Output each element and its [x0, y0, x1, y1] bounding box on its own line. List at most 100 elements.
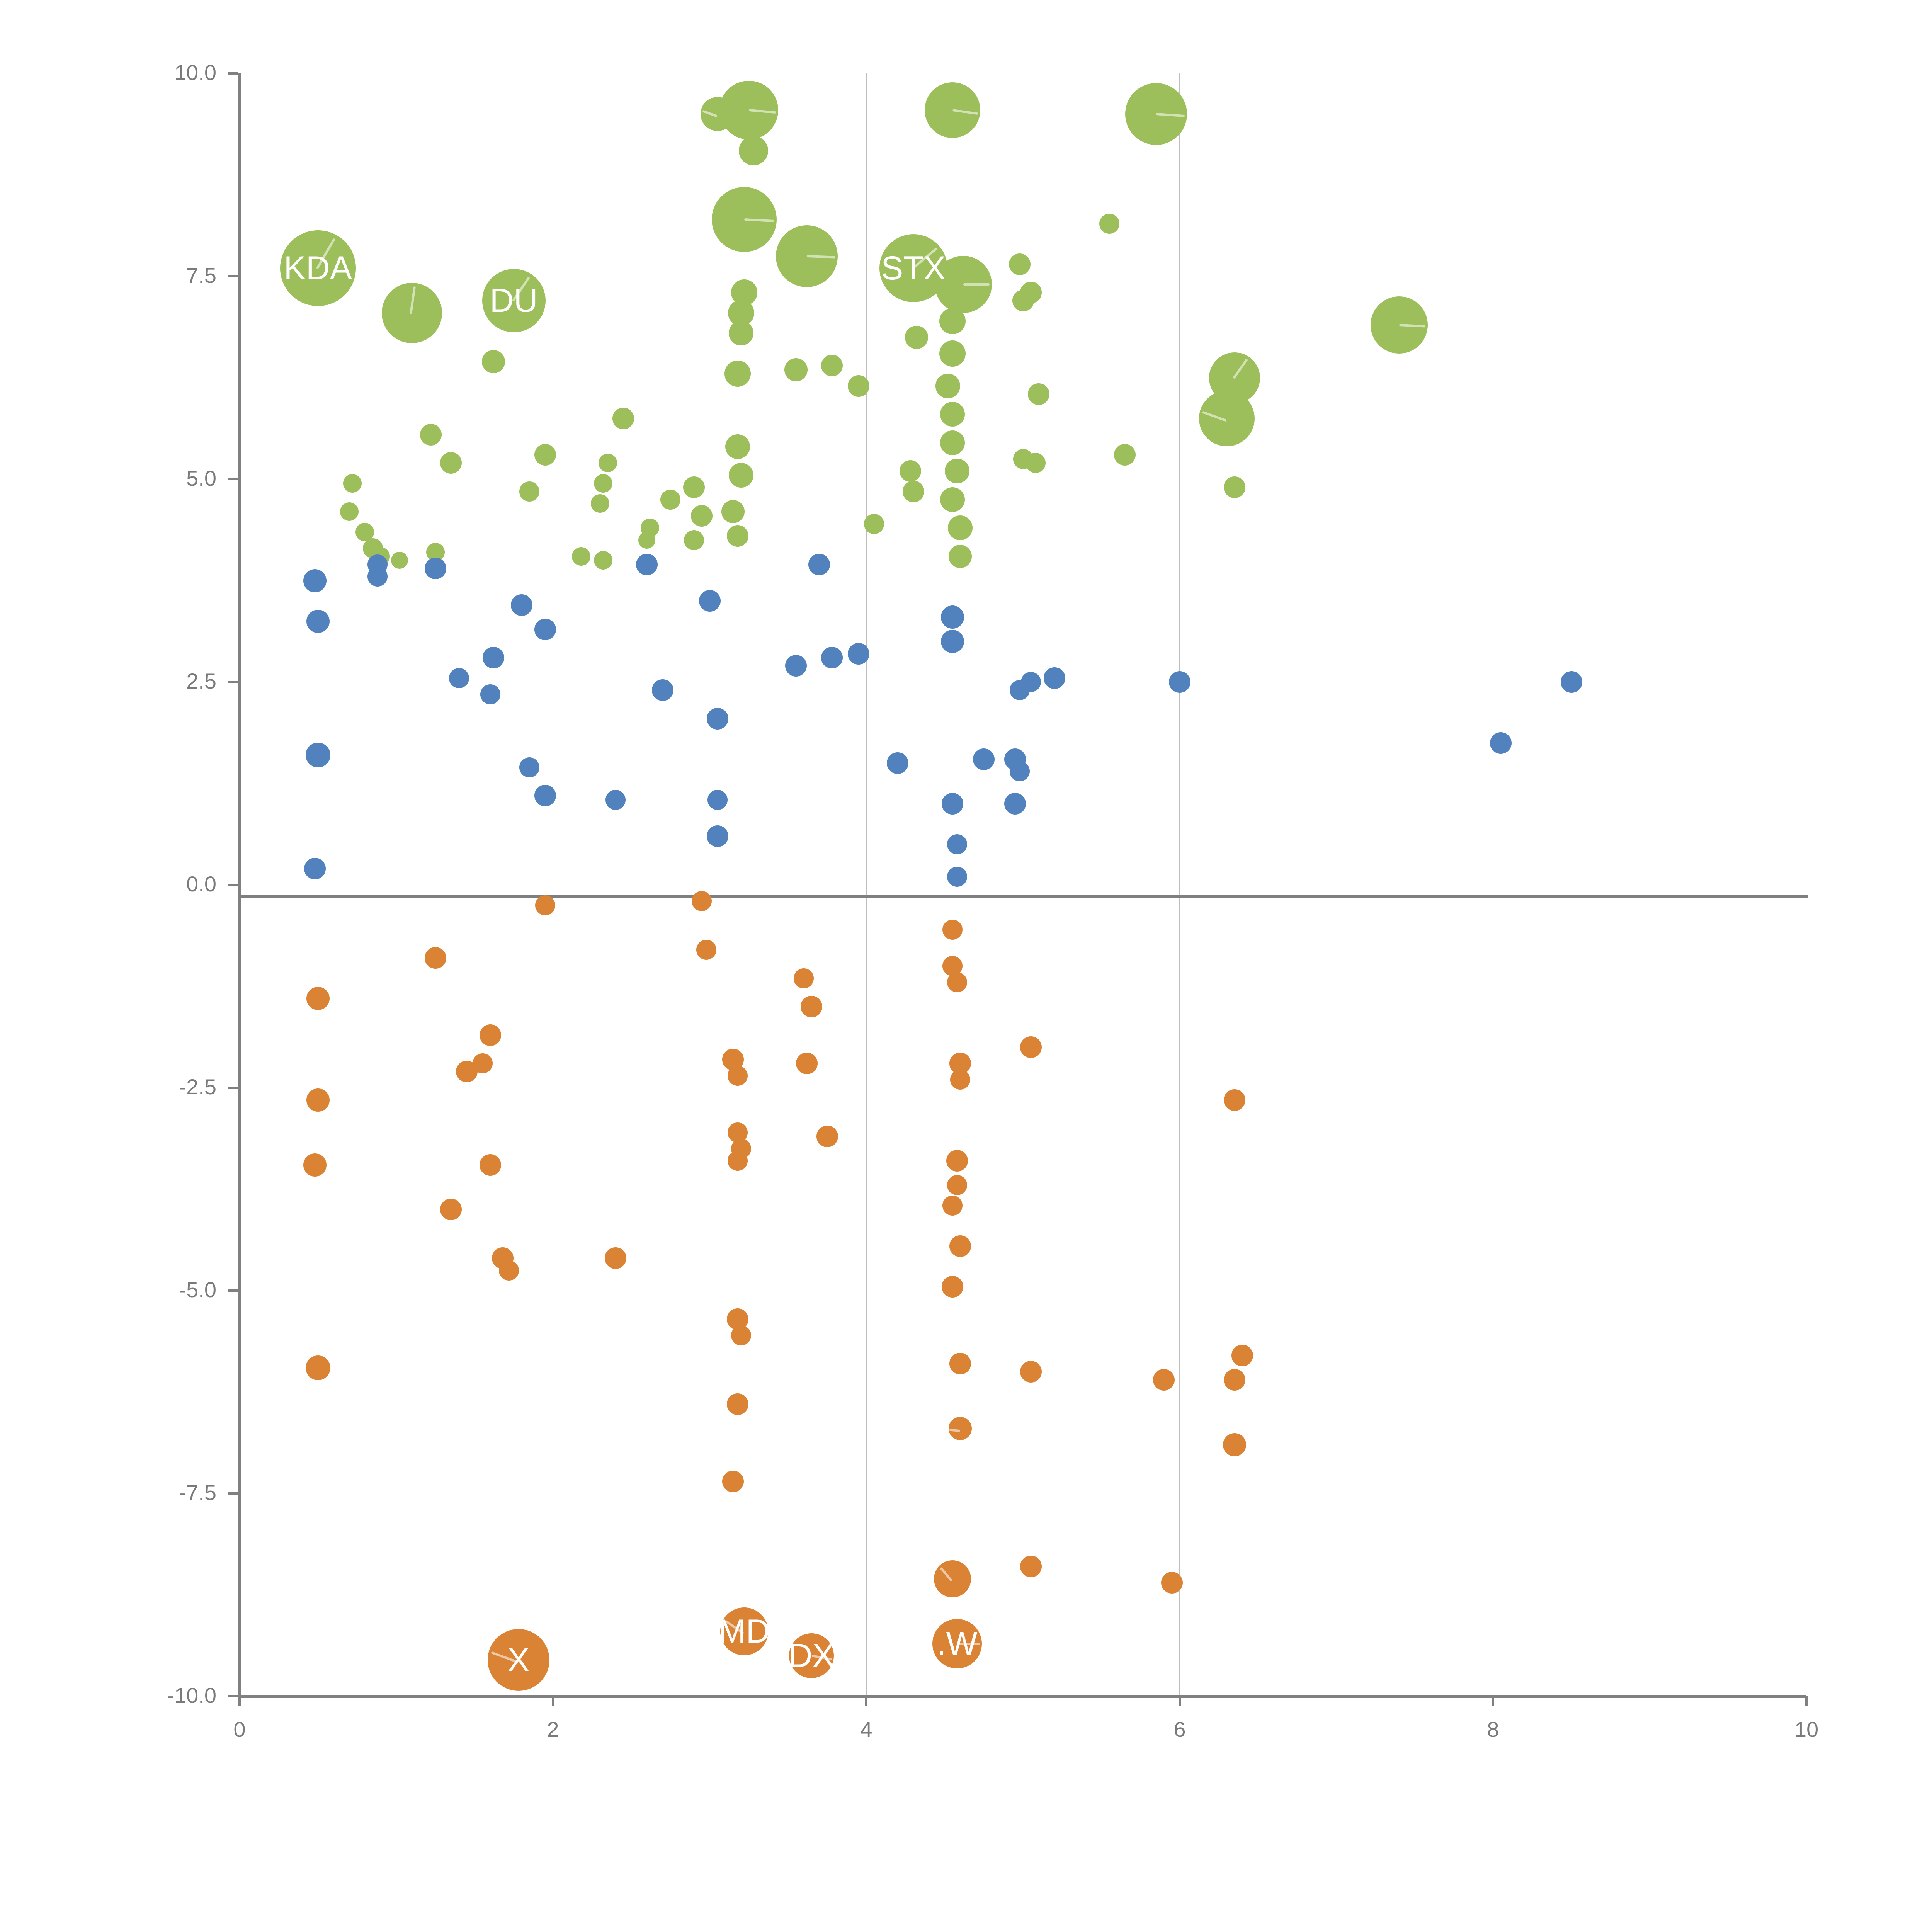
data-point-bubble[interactable]: [1020, 282, 1042, 303]
data-point-bubble[interactable]: [605, 789, 626, 810]
data-point-bubble[interactable]: [696, 940, 717, 960]
data-point-bubble[interactable]: [1020, 1036, 1042, 1058]
data-point-bubble[interactable]: [728, 1151, 748, 1171]
data-point-bubble[interactable]: [902, 480, 924, 502]
data-point-bubble[interactable]: [479, 1154, 501, 1176]
data-point-bubble[interactable]: [776, 225, 838, 287]
data-point-bubble[interactable]: [1153, 1369, 1175, 1391]
data-point-bubble[interactable]: [724, 361, 751, 387]
data-point-bubble[interactable]: [1223, 1089, 1245, 1111]
data-point-bubble[interactable]: [1020, 672, 1041, 692]
data-point-bubble[interactable]: [519, 757, 540, 777]
data-point-bubble[interactable]: [1025, 453, 1046, 473]
data-point-bubble[interactable]: [950, 1070, 971, 1090]
data-point-bubble[interactable]: [947, 867, 968, 887]
data-point-bubble[interactable]: [941, 630, 964, 653]
data-point-bubble[interactable]: [519, 481, 540, 502]
data-point-bubble[interactable]: [945, 459, 970, 483]
data-point-bubble[interactable]: [939, 340, 966, 367]
data-point-bubble[interactable]: [728, 1065, 748, 1086]
data-point-bubble[interactable]: [1223, 1369, 1245, 1391]
data-point-bubble[interactable]: [612, 407, 634, 429]
data-point-bubble[interactable]: [391, 552, 408, 569]
data-point-bubble[interactable]: [789, 1633, 834, 1678]
data-point-bubble[interactable]: [932, 1619, 982, 1668]
data-point-bubble[interactable]: [949, 544, 972, 568]
data-point-bubble[interactable]: [534, 444, 556, 466]
data-point-bubble[interactable]: [1043, 667, 1065, 689]
data-point-bubble[interactable]: [939, 308, 966, 334]
data-point-bubble[interactable]: [605, 1247, 627, 1269]
data-point-bubble[interactable]: [480, 684, 500, 704]
data-point-bubble[interactable]: [683, 476, 705, 498]
data-point-bubble[interactable]: [304, 858, 326, 879]
data-point-bubble[interactable]: [707, 789, 728, 810]
data-point-bubble[interactable]: [946, 1150, 968, 1172]
data-point-bubble[interactable]: [1199, 390, 1255, 446]
data-point-bubble[interactable]: [720, 1607, 768, 1655]
data-point-bubble[interactable]: [340, 502, 359, 521]
data-point-bubble[interactable]: [728, 321, 753, 345]
data-point-bubble[interactable]: [1020, 1361, 1042, 1383]
data-point-bubble[interactable]: [719, 80, 778, 139]
data-point-bubble[interactable]: [1161, 1572, 1183, 1594]
data-point-bubble[interactable]: [905, 325, 928, 349]
data-point-bubble[interactable]: [1560, 671, 1582, 693]
data-point-bubble[interactable]: [305, 1355, 330, 1380]
data-point-bubble[interactable]: [1223, 476, 1245, 498]
data-point-bubble[interactable]: [303, 569, 327, 592]
data-point-bubble[interactable]: [793, 968, 814, 988]
data-point-bubble[interactable]: [424, 947, 446, 969]
data-point-bubble[interactable]: [796, 1053, 818, 1074]
data-point-bubble[interactable]: [821, 355, 843, 376]
data-point-bubble[interactable]: [590, 494, 609, 513]
data-point-bubble[interactable]: [934, 1560, 971, 1597]
data-point-bubble[interactable]: [638, 531, 656, 549]
data-point-bubble[interactable]: [711, 187, 777, 252]
data-point-bubble[interactable]: [594, 474, 612, 493]
data-point-bubble[interactable]: [691, 505, 713, 527]
data-point-bubble[interactable]: [598, 454, 617, 472]
data-point-bubble[interactable]: [722, 1470, 744, 1492]
data-point-bubble[interactable]: [942, 1195, 963, 1216]
data-point-bubble[interactable]: [692, 891, 712, 911]
data-point-bubble[interactable]: [1231, 1345, 1253, 1366]
data-point-bubble[interactable]: [1490, 732, 1512, 754]
data-point-bubble[interactable]: [808, 553, 830, 575]
data-point-bubble[interactable]: [479, 1024, 501, 1046]
data-point-bubble[interactable]: [949, 1235, 971, 1257]
data-point-bubble[interactable]: [306, 609, 330, 633]
data-point-bubble[interactable]: [482, 647, 504, 668]
data-point-bubble[interactable]: [534, 785, 556, 806]
data-point-bubble[interactable]: [847, 643, 869, 665]
data-point-bubble[interactable]: [636, 553, 658, 575]
data-point-bubble[interactable]: [660, 489, 681, 510]
data-point-bubble[interactable]: [942, 919, 963, 940]
data-point-bubble[interactable]: [864, 514, 884, 534]
data-point-bubble[interactable]: [534, 618, 556, 640]
data-point-bubble[interactable]: [1004, 793, 1026, 815]
data-point-bubble[interactable]: [784, 358, 808, 381]
data-point-bubble[interactable]: [440, 1199, 462, 1220]
data-point-bubble[interactable]: [699, 590, 721, 612]
data-point-bubble[interactable]: [343, 474, 362, 493]
data-point-bubble[interactable]: [382, 282, 442, 343]
data-point-bubble[interactable]: [935, 256, 992, 313]
data-point-bubble[interactable]: [499, 1260, 519, 1281]
data-point-bubble[interactable]: [947, 834, 968, 854]
data-point-bubble[interactable]: [306, 1088, 330, 1112]
data-point-bubble[interactable]: [727, 525, 749, 547]
data-point-bubble[interactable]: [472, 1053, 493, 1073]
data-point-bubble[interactable]: [594, 551, 612, 570]
data-point-bubble[interactable]: [303, 1153, 327, 1177]
data-point-bubble[interactable]: [949, 1353, 971, 1374]
data-point-bubble[interactable]: [948, 515, 973, 540]
data-point-bubble[interactable]: [367, 566, 388, 587]
data-point-bubble[interactable]: [941, 605, 964, 629]
data-point-bubble[interactable]: [424, 558, 446, 579]
data-point-bubble[interactable]: [510, 594, 532, 616]
data-point-bubble[interactable]: [801, 996, 823, 1017]
data-point-bubble[interactable]: [925, 82, 981, 138]
data-point-bubble[interactable]: [949, 1417, 972, 1440]
data-point-bubble[interactable]: [280, 230, 356, 306]
